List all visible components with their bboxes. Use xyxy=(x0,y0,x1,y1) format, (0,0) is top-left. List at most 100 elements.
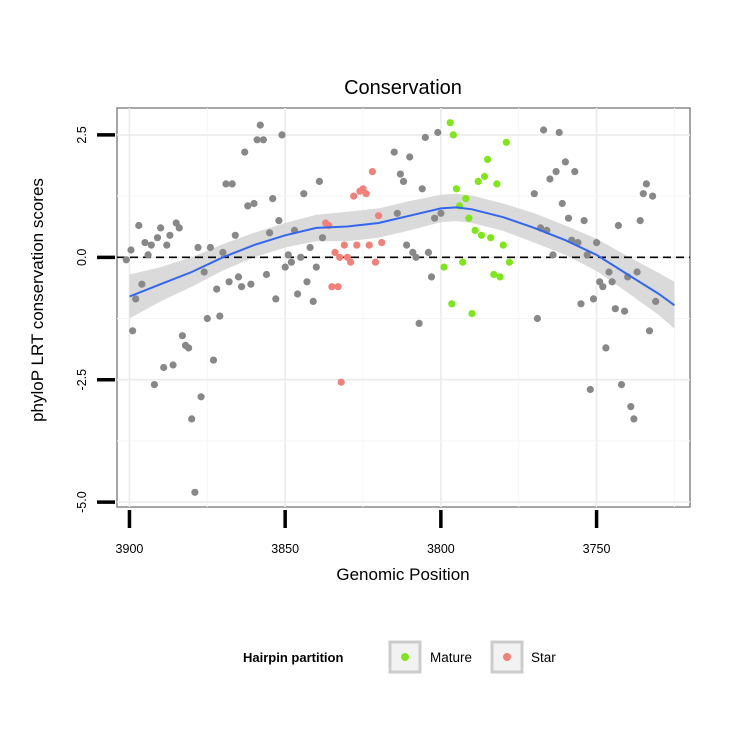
data-point-other xyxy=(421,133,429,141)
data-point-other xyxy=(434,128,442,137)
data-point-other xyxy=(399,177,408,185)
data-point-other xyxy=(225,278,233,286)
data-point-star xyxy=(350,192,358,200)
data-point-other xyxy=(412,253,420,261)
data-point-other xyxy=(297,253,305,261)
data-point-other xyxy=(256,121,264,129)
data-point-other xyxy=(135,221,143,230)
data-point-star xyxy=(368,168,376,176)
data-point-other xyxy=(630,415,638,423)
data-point-other xyxy=(303,278,311,286)
x-tick-label: 3800 xyxy=(427,542,455,556)
data-point-star xyxy=(340,241,348,249)
smooth-trend-line xyxy=(129,206,675,307)
data-point-other xyxy=(533,314,542,323)
data-point-other xyxy=(602,344,610,352)
data-point-other xyxy=(188,415,196,423)
data-point-other xyxy=(312,263,320,271)
data-point-mature xyxy=(502,138,510,146)
legend-label-star: Star xyxy=(531,650,556,665)
data-point-other xyxy=(244,202,252,210)
data-point-other xyxy=(558,199,566,208)
data-point-other xyxy=(185,344,193,352)
data-point-other xyxy=(561,158,570,166)
data-point-mature xyxy=(462,195,470,203)
data-point-other xyxy=(127,246,135,254)
data-point-star xyxy=(371,258,380,266)
data-point-other xyxy=(209,356,218,364)
panel-background xyxy=(116,107,691,508)
data-point-mature xyxy=(474,177,482,185)
data-point-other xyxy=(175,224,183,232)
x-tick-label: 3900 xyxy=(116,542,144,556)
data-point-mature xyxy=(499,241,507,249)
data-point-other xyxy=(241,148,249,156)
legend-entry-star: Star xyxy=(490,640,556,674)
data-point-other xyxy=(200,268,208,276)
data-point-other xyxy=(406,153,414,161)
data-point-other xyxy=(415,319,423,327)
data-point-other xyxy=(639,190,647,198)
data-point-other xyxy=(281,263,289,271)
data-point-other xyxy=(315,177,323,185)
data-point-other xyxy=(269,195,277,203)
y-axis-label: phyloP LRT conservation scores xyxy=(28,178,47,422)
data-point-other xyxy=(122,256,130,264)
data-point-other xyxy=(431,214,439,222)
data-point-other xyxy=(393,209,401,217)
data-point-other xyxy=(275,217,283,225)
legend-label-mature: Mature xyxy=(430,650,472,665)
data-point-other xyxy=(577,300,585,308)
data-point-other xyxy=(157,224,165,232)
data-point-mature xyxy=(496,273,504,281)
data-point-other xyxy=(150,381,158,389)
data-point-other xyxy=(247,280,255,288)
data-point-other xyxy=(555,128,563,137)
data-point-other xyxy=(652,297,660,305)
data-point-other xyxy=(250,199,258,208)
data-point-other xyxy=(611,305,619,313)
data-point-other xyxy=(418,185,426,193)
data-point-other xyxy=(160,363,168,372)
data-point-other xyxy=(306,243,314,252)
data-point-other xyxy=(318,234,327,242)
data-point-star xyxy=(331,248,339,256)
data-point-mature xyxy=(452,185,460,193)
y-tick-label: -5.0 xyxy=(75,491,89,513)
data-point-other xyxy=(540,126,548,134)
data-point-other xyxy=(571,168,579,176)
data-point-mature xyxy=(471,226,479,234)
data-point-other xyxy=(129,327,137,335)
data-point-mature xyxy=(448,300,456,308)
data-point-other xyxy=(197,393,205,401)
y-tick-label: 0.0 xyxy=(75,249,89,266)
legend-marker-star xyxy=(503,653,511,661)
data-point-star xyxy=(337,378,345,386)
plot-panel xyxy=(116,107,691,508)
x-tick-label: 3750 xyxy=(583,542,611,556)
data-point-mature xyxy=(440,263,448,271)
data-point-other xyxy=(589,295,598,303)
data-point-star xyxy=(353,241,361,249)
data-point-other xyxy=(238,283,246,291)
data-point-other xyxy=(552,168,560,176)
data-point-other xyxy=(178,332,186,340)
data-point-other xyxy=(608,278,616,286)
x-axis-label: Genomic Position xyxy=(336,565,469,584)
data-point-other xyxy=(194,243,202,252)
data-point-mature xyxy=(490,270,498,279)
data-point-other xyxy=(216,312,224,320)
data-point-other xyxy=(633,268,641,276)
legend: Hairpin partition Mature Star xyxy=(243,640,556,674)
data-point-other xyxy=(403,241,411,249)
data-point-other xyxy=(599,283,607,291)
data-point-mature xyxy=(484,155,492,163)
data-point-star xyxy=(334,283,342,291)
chart-title: Conservation xyxy=(344,77,462,99)
data-point-other xyxy=(300,190,308,198)
data-point-other xyxy=(203,314,211,323)
data-point-other xyxy=(309,297,317,305)
data-point-other xyxy=(231,231,239,239)
data-point-mature xyxy=(477,231,485,239)
